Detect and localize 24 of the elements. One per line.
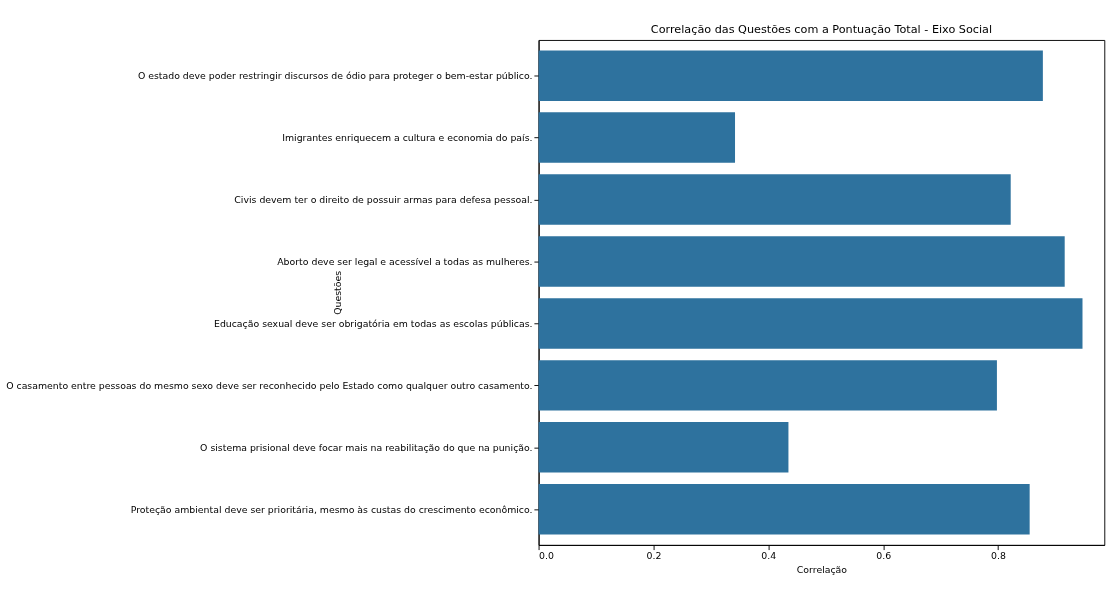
y-tick-label: O estado deve poder restringir discursos de ódio para proteger o bem-estar público. (137, 69, 533, 81)
bar (538, 360, 997, 411)
x-tick-label: 0.4 (761, 550, 777, 562)
y-tick-label: Civis devem ter o direito de possuir armas para defesa pessoal. (234, 193, 533, 205)
bar (538, 112, 736, 163)
bar (538, 174, 1011, 225)
y-axis-title: Questões (331, 270, 343, 315)
x-axis-title: Correlação (796, 563, 848, 575)
y-tick-label: Educação sexual deve ser obrigatória em todas as escolas públicas. (213, 317, 533, 329)
chart-title: Correlação das Questões com a Pontuação Total - Eixo Social (650, 23, 993, 37)
bar (538, 236, 1065, 287)
y-tick-label: Proteção ambiental deve ser prioritária, mesmo às custas do crescimento econômico. (130, 503, 533, 515)
x-tick-label: 0.2 (646, 550, 662, 562)
x-tick-label: 0.0 (539, 550, 554, 562)
y-tick-label: O casamento entre pessoas do mesmo sexo deve ser reconhecido pelo Estado como qualquer outro casamento. (6, 379, 533, 391)
y-tick-label: O sistema prisional deve focar mais na reabilitação do que na punição. (200, 441, 533, 453)
x-tick-label: 0.8 (991, 550, 1007, 562)
bar (538, 50, 1043, 101)
y-tick-label: Imigrantes enriquecem a cultura e economia do país. (282, 131, 533, 143)
bar (538, 484, 1030, 535)
bar (538, 298, 1083, 349)
y-tick-label: Aborto deve ser legal e acessível a todas as mulheres. (277, 255, 533, 267)
x-tick-label: 0.6 (876, 550, 892, 562)
bar (538, 422, 789, 473)
